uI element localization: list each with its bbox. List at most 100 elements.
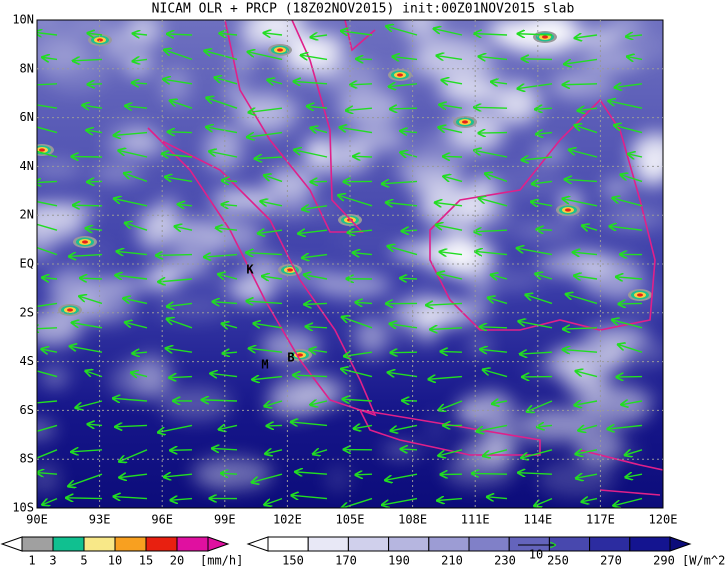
cloud [161,68,189,104]
wind-arrow [475,107,507,108]
legend-swatch [630,537,670,551]
legend-arrow [248,537,268,551]
cloud [338,90,403,126]
station-label: M [261,358,268,372]
lat-label: 6N [20,110,34,124]
cloud [416,245,438,287]
legend-tick: 5 [80,554,87,568]
cloud [565,373,609,396]
cloud [513,223,578,239]
cloud [414,132,472,146]
wind-arrow [88,84,102,85]
cloud [269,376,336,411]
rain-cell [397,73,403,76]
cloud [156,295,229,320]
wind-arrow [619,303,642,304]
lon-label: 102E [273,513,302,527]
legend-unit: [W/m^2] [682,554,726,568]
legend-swatch [115,537,146,551]
lon-label: 117E [586,513,615,527]
cloud [147,239,201,265]
lon-label: 108E [398,513,427,527]
wind-arrow [479,133,507,134]
legend-tick: 15 [139,554,153,568]
cloud [438,79,501,101]
cloud [425,410,446,451]
rain-cell [39,148,45,151]
legend-swatch [469,537,509,551]
cloud [185,272,233,284]
legend-tick: 3 [49,554,56,568]
legend-tick: 250 [547,554,569,568]
wind-arrow [401,449,417,450]
legend-tick: 150 [282,554,304,568]
wind-arrow [441,351,462,352]
wind-arrow [80,278,102,279]
rain-cell [637,293,643,296]
lon-label: 120E [649,513,678,527]
station-label: K [246,263,254,277]
legend-tick: 20 [170,554,184,568]
wind-arrow [73,205,102,206]
cloud [230,276,275,303]
legend-swatch [429,537,469,551]
lon-label: 96E [151,513,173,527]
map-field [5,0,681,508]
wind-arrow [472,473,507,474]
cloud [106,121,153,142]
legend-swatch [308,537,348,551]
cloud [208,219,262,251]
lon-label: 114E [523,513,552,527]
legend-arrow [2,537,22,551]
lon-label: 99E [214,513,236,527]
cloud [25,35,90,71]
lon-label: 93E [89,513,111,527]
lat-label: 4N [20,159,34,173]
wind-arrow [522,59,552,60]
cloud [41,368,68,388]
wind-arrow [563,84,597,85]
cloud [538,460,615,496]
lat-label: 10S [12,501,34,515]
cloud [487,20,524,45]
legend-tick: 1 [28,554,35,568]
cloud [28,463,60,496]
wind-arrow [402,230,417,231]
cloud [471,272,543,290]
legend-tick: 170 [335,554,357,568]
map-title: NICAM OLR + PRCP (18Z02NOV2015) init:00Z… [152,2,575,17]
wind-arrow [311,181,327,182]
cloud [610,337,670,367]
rain-cell [565,208,571,211]
lat-label: 10N [12,13,34,27]
legend-arrow [670,537,690,551]
lat-label: 4S [20,354,34,368]
legend-swatch [177,537,208,551]
legend-tick: 190 [388,554,410,568]
wind-arrow [443,156,462,157]
rain-cell [462,120,468,123]
lon-label: 105E [336,513,365,527]
legend-swatch [268,537,308,551]
lon-label: 111E [461,513,490,527]
legend-tick: 290 [653,554,675,568]
rain-cell [542,35,548,38]
cloud [74,289,135,323]
cloud [544,79,582,95]
legend-swatch [389,537,429,551]
lat-label: 2N [20,208,34,222]
cloud [159,387,231,421]
cloud [67,19,118,35]
cloud [470,338,491,354]
cloud [603,179,630,198]
wind-arrow [267,425,282,426]
legend-arrow [208,537,228,551]
legend-swatch [590,537,630,551]
legend-swatch [348,537,388,551]
lat-label: 2S [20,305,34,319]
wind-arrow [537,229,552,230]
wind-arrow [353,156,372,157]
rain-cell [277,48,283,51]
